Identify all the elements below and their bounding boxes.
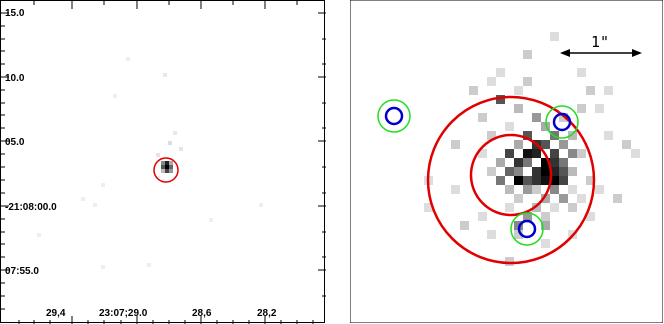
x-tick-label: 28,6: [192, 308, 212, 319]
left-image-panel: 15.0 10.0 05.0 -21:08:00.0 07:55.0 29,4 …: [0, 0, 326, 324]
blue-marker-circle: [384, 106, 404, 126]
scale-bar-label: 1": [591, 33, 609, 51]
scale-bar: 1": [560, 33, 642, 57]
left-pixel-field: [37, 57, 263, 269]
blue-marker-circle: [552, 112, 572, 132]
y-tick-label: 15.0: [5, 8, 25, 19]
left-source-circle: [153, 157, 179, 183]
right-zoom-panel: 1": [350, 0, 663, 323]
right-image-svg: 1": [350, 0, 663, 323]
left-image-svg: 15.0 10.0 05.0 -21:08:00.0 07:55.0 29,4 …: [1, 1, 326, 324]
blue-marker-circle: [517, 219, 537, 239]
outer-aperture-circle: [426, 95, 596, 265]
x-tick-label: 29,4: [46, 308, 66, 319]
x-tick-label: 23:07;29.0: [99, 308, 148, 319]
x-tick-label: 28,2: [257, 308, 277, 319]
y-tick-label: 10.0: [5, 73, 25, 84]
inner-aperture-circle: [469, 133, 553, 217]
right-pixel-field: [424, 32, 640, 266]
green-reference-circle: [377, 99, 411, 133]
left-y-axis-ticks: [1, 12, 326, 310]
green-reference-circle: [545, 105, 579, 139]
y-tick-label: -21:08:00.0: [5, 202, 57, 213]
y-tick-label: 07:55.0: [5, 266, 39, 277]
y-tick-label: 05.0: [5, 137, 25, 148]
green-reference-circle: [510, 212, 544, 246]
